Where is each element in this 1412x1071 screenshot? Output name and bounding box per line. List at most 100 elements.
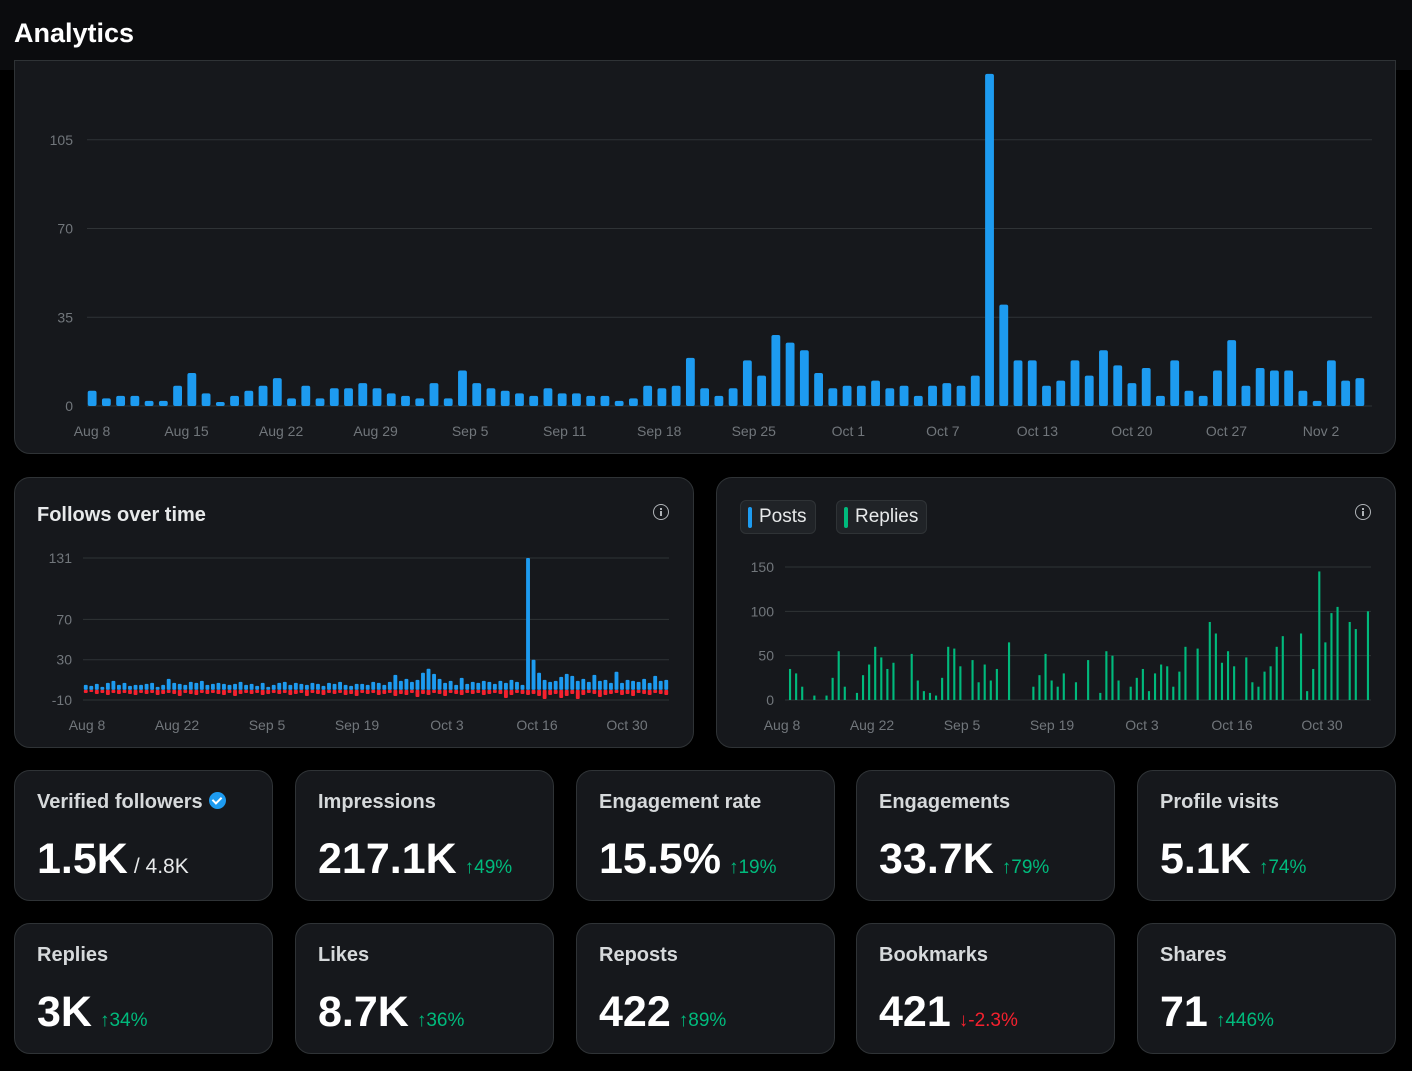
impressions-bar	[814, 373, 824, 406]
unfollows-bar	[233, 689, 237, 696]
stat-value-text: 217.1K	[318, 835, 457, 883]
unfollows-bar	[133, 689, 138, 695]
follows-bar	[404, 678, 409, 690]
impressions-bar	[799, 350, 809, 406]
posts-replies-chart[interactable]: 0 50 100 150 Aug 8 Aug 22 Sep 5 Sep 19 Oct 3 Oct …	[717, 478, 1395, 747]
stat-card-shares[interactable]: Shares 71 ↑446%	[1137, 923, 1396, 1054]
info-icon[interactable]	[653, 504, 669, 520]
replies-bar	[1172, 686, 1175, 700]
follows-bar	[531, 659, 536, 690]
follows-bar	[647, 682, 652, 690]
stat-card-impressions[interactable]: Impressions 217.1K ↑49%	[295, 770, 554, 901]
stat-change-text: 74%	[1268, 857, 1307, 878]
follows-bar	[515, 681, 519, 690]
legend-replies-toggle[interactable]: Replies	[836, 500, 928, 534]
replies-bar	[831, 677, 834, 700]
stat-value-text: 421	[879, 988, 951, 1036]
follows-bar	[349, 685, 354, 690]
unfollows-bar	[614, 689, 619, 693]
replies-bar	[977, 682, 980, 700]
unfollows-bar	[128, 689, 132, 694]
replies-bar	[1135, 677, 1138, 700]
info-icon[interactable]	[1355, 504, 1371, 520]
follows-chart[interactable]: -10 30 70 131 Aug 8 Aug 22 Sep 5 Sep 19 Oct 3 Oct…	[15, 478, 693, 747]
unfollows-bar	[150, 689, 155, 693]
impressions-bar	[258, 385, 268, 406]
follows-bar	[249, 683, 254, 690]
x-tick-label: Aug 29	[353, 423, 398, 439]
impressions-bar	[1084, 375, 1094, 406]
follows-bar	[365, 684, 370, 690]
stat-card-likes[interactable]: Likes 8.7K ↑36%	[295, 923, 554, 1054]
x-tick-label: Oct 1	[832, 423, 866, 439]
follows-bar	[216, 682, 221, 690]
follows-bar	[111, 680, 116, 690]
replies-bar	[1074, 682, 1078, 700]
follows-bar	[260, 682, 265, 690]
stat-label-text: Verified followers	[37, 791, 203, 813]
impressions-bar	[572, 393, 581, 406]
stat-change: ↑34%	[100, 1010, 148, 1031]
stat-card-reposts[interactable]: Reposts 422 ↑89%	[576, 923, 835, 1054]
follows-bar	[144, 683, 149, 690]
impressions-chart[interactable]: 0 35 70 105 Aug 8 Aug 15 Aug 22 Aug 29 Sep 5 Sep …	[15, 61, 1395, 453]
replies-bar	[1129, 686, 1132, 700]
follows-bar	[459, 677, 464, 690]
unfollows-bar	[293, 689, 298, 694]
stat-card-profile-visits[interactable]: Profile visits 5.1K ↑74%	[1137, 770, 1396, 901]
y-tick-label: 105	[50, 132, 74, 148]
replies-bar	[1281, 636, 1284, 700]
follows-bar	[559, 676, 564, 690]
impressions-bar	[315, 398, 325, 406]
impressions-bar	[1198, 395, 1208, 406]
legend-posts-toggle[interactable]: Posts	[740, 500, 816, 534]
follows-bar	[150, 682, 155, 690]
arrow-up-icon: ↑	[464, 857, 475, 878]
stat-label: Engagements	[879, 791, 1011, 813]
unfollows-bar	[503, 689, 508, 698]
impressions-bar	[785, 342, 795, 406]
follows-bar	[658, 680, 663, 690]
replies-bar	[1032, 686, 1035, 700]
impressions-bar	[999, 304, 1009, 406]
stat-card-replies[interactable]: Replies 3K ↑34%	[14, 923, 273, 1054]
impressions-bar	[515, 393, 524, 406]
replies-bar	[995, 668, 998, 700]
stat-value: 217.1K ↑49%	[318, 835, 512, 884]
y-tick-label: -10	[52, 692, 72, 708]
impressions-bar	[1269, 370, 1279, 406]
stat-value-text: 5.1K	[1160, 835, 1251, 883]
replies-bar	[1160, 664, 1163, 700]
stat-card-verified-followers[interactable]: Verified followers 1.5K/ 4.8K	[14, 770, 273, 901]
follows-bar	[614, 671, 619, 690]
unfollows-bar	[277, 689, 282, 694]
x-tick-label: Oct 7	[926, 423, 960, 439]
stat-label: Impressions	[318, 791, 436, 813]
replies-bar	[959, 666, 962, 700]
unfollows-bar	[581, 689, 586, 695]
stat-card-engagement-rate[interactable]: Engagement rate 15.5% ↑19%	[576, 770, 835, 901]
replies-bar	[1147, 691, 1151, 700]
stat-change: ↑49%	[465, 857, 513, 878]
stat-label: Profile visits	[1160, 791, 1279, 813]
follows-bar	[509, 679, 514, 690]
impressions-bar	[1255, 367, 1265, 406]
x-tick-label: Aug 8	[764, 717, 801, 733]
y-tick-label: 70	[57, 221, 73, 237]
follows-bar	[376, 682, 381, 690]
impressions-bar	[1312, 400, 1322, 406]
unfollows-bar	[647, 689, 652, 695]
x-tick-label: Aug 15	[164, 423, 209, 439]
unfollows-bar	[327, 689, 331, 693]
stat-card-bookmarks[interactable]: Bookmarks 421 ↓-2.3%	[856, 923, 1115, 1054]
unfollows-bar	[100, 689, 105, 693]
unfollows-bar	[321, 689, 326, 695]
unfollows-bar	[371, 689, 376, 693]
follows-bar	[609, 682, 613, 690]
follows-bar	[415, 679, 420, 690]
impressions-bar	[1184, 390, 1194, 406]
follows-bar	[155, 686, 160, 690]
stat-card-engagements[interactable]: Engagements 33.7K ↑79%	[856, 770, 1115, 901]
follows-bar	[553, 680, 558, 690]
replies-bar	[1166, 666, 1169, 700]
